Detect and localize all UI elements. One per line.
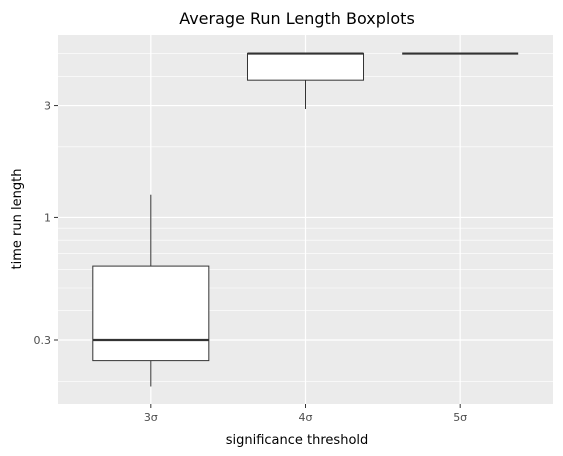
y-tick-label: 1	[44, 211, 51, 224]
y-axis-title: time run length	[10, 169, 25, 270]
chart-title: Average Run Length Boxplots	[179, 9, 415, 28]
x-tick-label: 5σ	[453, 411, 467, 424]
x-axis-title: significance threshold	[226, 433, 369, 448]
box-body	[92, 265, 210, 362]
box-body	[246, 53, 365, 81]
x-tick-label: 4σ	[299, 411, 313, 424]
box-3σ	[92, 194, 210, 387]
axes: 0.3 1 3 3σ 4σ 5σ	[34, 100, 468, 424]
y-tick-label: 0.3	[34, 334, 52, 347]
x-tick-label: 3σ	[144, 411, 158, 424]
box-4σ	[246, 52, 365, 110]
y-tick-label: 3	[44, 100, 51, 113]
boxes	[92, 52, 519, 387]
